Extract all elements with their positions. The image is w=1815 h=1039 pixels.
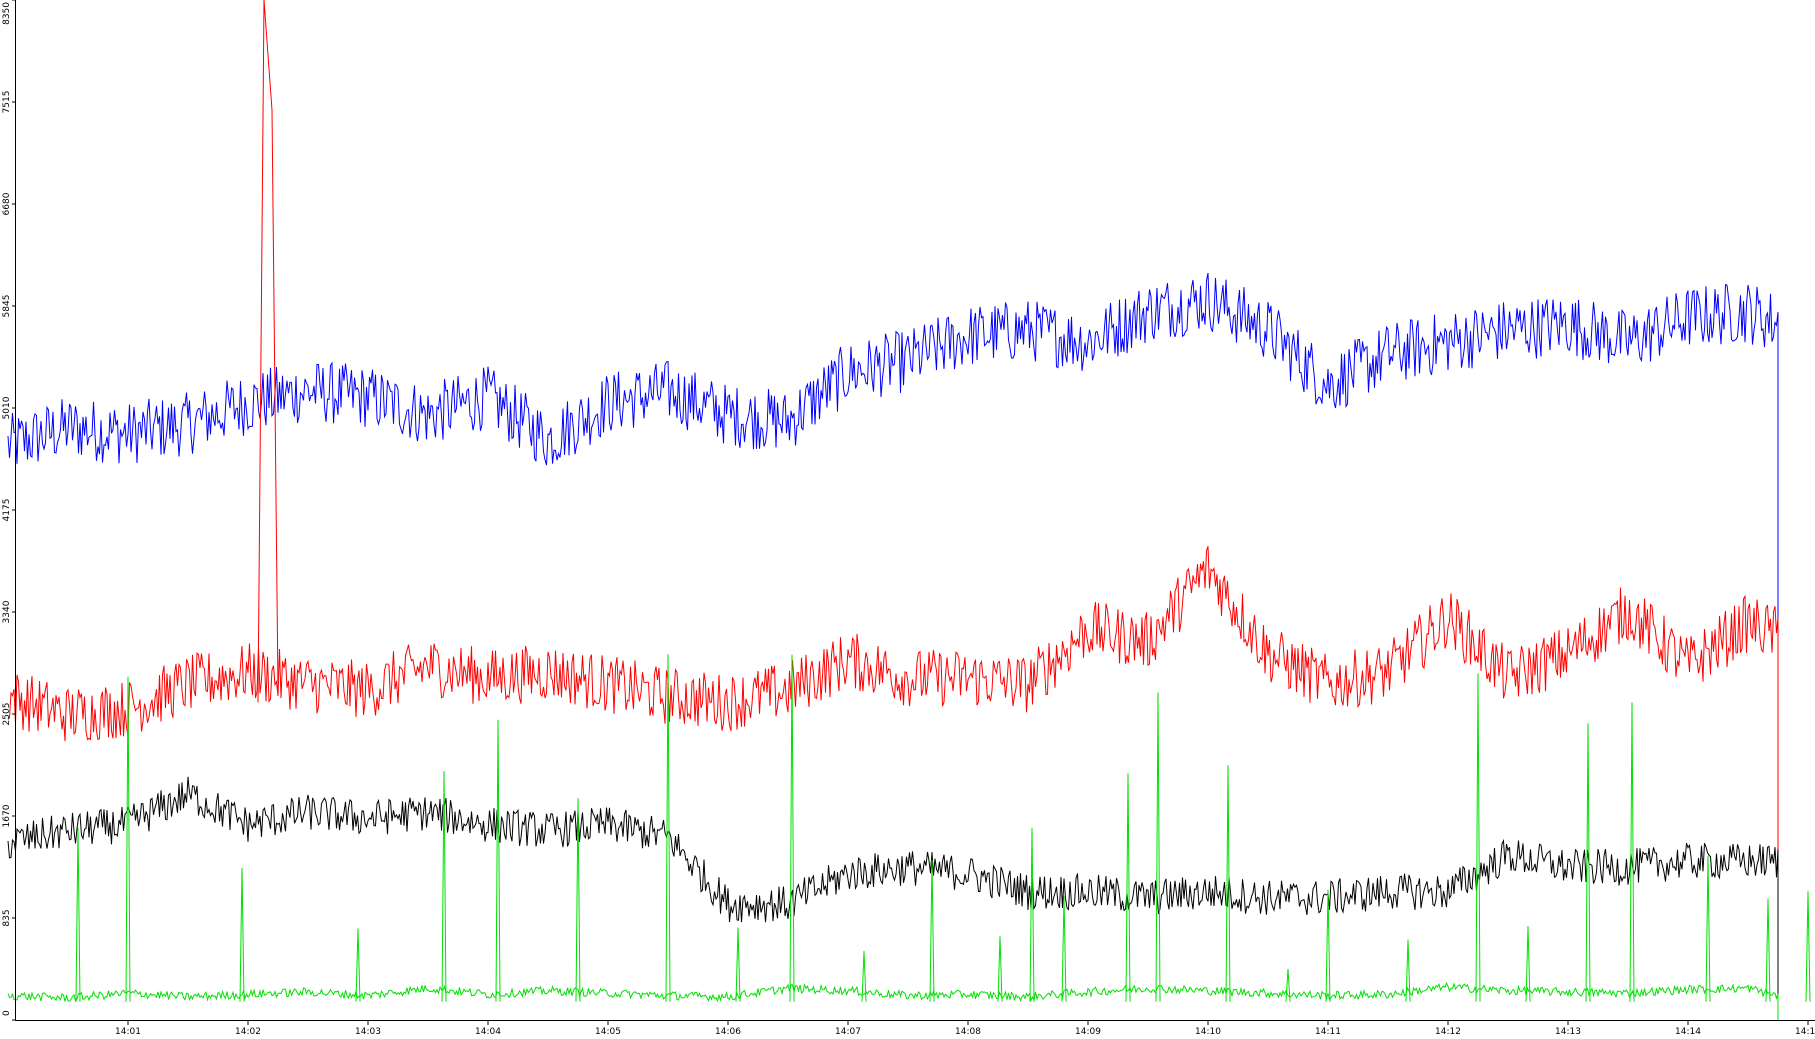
- y-tick-label: 835: [2, 909, 12, 926]
- y-tick-label: 5010: [2, 396, 12, 419]
- spike-8: [665, 654, 671, 1002]
- series-line-1: [7, 272, 1779, 1020]
- x-ticks: 14:01 14:02 14:03 14:04 14:05 14:06 14:07 14:08…: [115, 1021, 1815, 1037]
- x-tick-label: 14:02: [235, 1027, 261, 1037]
- spike-15: [1061, 896, 1067, 1002]
- x-tick-label: 14:05: [595, 1027, 621, 1037]
- spike-25: [1629, 702, 1635, 1002]
- spike-3: [239, 867, 245, 1002]
- series-line-2: [7, 546, 1779, 1020]
- spike-24: [1585, 723, 1591, 1002]
- spike-11: [861, 950, 867, 1002]
- x-tick-label: 14:03: [355, 1027, 381, 1037]
- spike-19: [1285, 968, 1291, 1002]
- series-layer: [7, 272, 1779, 1020]
- spike-27: [1765, 898, 1771, 1002]
- spike-23: [1525, 925, 1531, 1002]
- spike-22: [1475, 673, 1481, 1002]
- x-tick-label: 14:13: [1555, 1027, 1581, 1037]
- y-tick-label: 2505: [2, 703, 12, 726]
- spike-18: [1225, 765, 1231, 1002]
- spike-14: [1029, 828, 1035, 1002]
- spike-4: [355, 928, 361, 1002]
- y-tick-label: 7515: [2, 91, 12, 114]
- y-ticks: 0 835 1670 2505 3340 4175 5010 5845 6680 7515 8350: [2, 0, 16, 1021]
- x-tick-label: 14:10: [1195, 1027, 1221, 1037]
- y-tick-label: 8350: [2, 2, 12, 25]
- spike-10: [789, 654, 795, 1002]
- y-tick-label: 0: [2, 1010, 12, 1016]
- series-line-4: [7, 981, 1779, 1020]
- x-tick-label: 14:08: [955, 1027, 981, 1037]
- spike-2: [125, 676, 131, 1002]
- x-tick-label: 14:11: [1315, 1027, 1341, 1037]
- series-2-peak: [257, 0, 279, 703]
- x-tick-label: 14:14: [1675, 1027, 1701, 1037]
- x-tick-label: 14:01: [115, 1027, 141, 1037]
- y-tick-label: 5845: [2, 295, 12, 318]
- spike-5: [441, 771, 447, 1002]
- y-tick-label: 4175: [2, 499, 12, 522]
- x-tick-label: 14:07: [835, 1027, 861, 1037]
- spike-20: [1325, 889, 1331, 1002]
- spike-17: [1155, 692, 1161, 1002]
- x-tick-label: 14:12: [1435, 1027, 1461, 1037]
- y-tick-label: 6680: [2, 192, 12, 215]
- spike-26: [1705, 855, 1711, 1002]
- spike-28: [1805, 891, 1811, 1002]
- series-line-3: [7, 776, 1779, 1020]
- spike-7: [575, 798, 581, 1002]
- x-tick-label: 14:04: [475, 1027, 501, 1037]
- spike-layer: [75, 0, 1811, 1002]
- x-tick-label: 14:09: [1075, 1027, 1101, 1037]
- spike-9: [735, 927, 741, 1002]
- spike-1: [75, 827, 81, 1002]
- y-tick-label: 3340: [2, 600, 12, 623]
- spike-6: [495, 719, 501, 1002]
- spike-21: [1405, 939, 1411, 1002]
- spike-12: [929, 859, 935, 1002]
- y-tick-label: 1670: [2, 804, 12, 827]
- x-tick-label: 14:15: [1795, 1027, 1815, 1037]
- spike-13: [997, 936, 1003, 1002]
- x-tick-label: 14:06: [715, 1027, 741, 1037]
- spike-16: [1125, 773, 1131, 1002]
